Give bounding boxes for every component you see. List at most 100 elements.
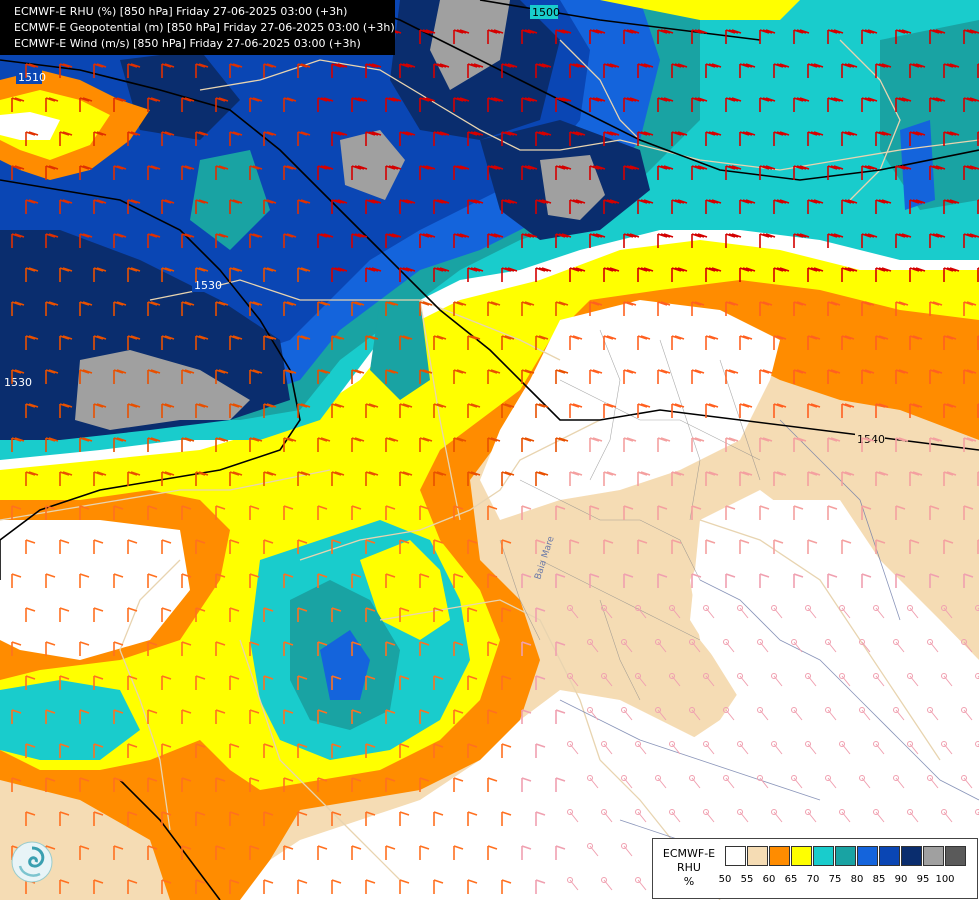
wind-barb bbox=[365, 63, 382, 78]
wind-barb bbox=[487, 641, 498, 656]
wind-barb bbox=[793, 505, 804, 520]
wind-barb bbox=[587, 639, 599, 653]
wind-barb bbox=[79, 641, 90, 656]
wind-barb bbox=[467, 131, 484, 146]
wind-barb bbox=[59, 199, 73, 214]
legend-title-model: ECMWF-E bbox=[662, 847, 716, 860]
wind-barb bbox=[895, 233, 912, 248]
wind-barb bbox=[739, 131, 756, 146]
wind-barb bbox=[793, 369, 807, 384]
wind-barb bbox=[331, 879, 342, 894]
wind-barb bbox=[93, 267, 107, 282]
wind-barb bbox=[399, 403, 413, 418]
wind-barb bbox=[351, 233, 368, 248]
wind-barb bbox=[907, 741, 919, 755]
wind-barb bbox=[249, 505, 260, 520]
wind-barb bbox=[909, 199, 926, 214]
wind-barb bbox=[487, 845, 498, 860]
wind-barb bbox=[759, 369, 773, 384]
wind-barb bbox=[723, 775, 735, 789]
wind-barb bbox=[691, 437, 705, 452]
wind-barb bbox=[841, 403, 855, 418]
wind-barb bbox=[875, 539, 886, 554]
wind-barb bbox=[737, 809, 749, 823]
wind-barb bbox=[399, 675, 410, 690]
wind-barb bbox=[521, 641, 532, 656]
country-borders bbox=[0, 39, 979, 900]
wind-barb bbox=[637, 403, 651, 418]
wind-barb bbox=[25, 539, 36, 554]
wind-barb bbox=[793, 233, 810, 248]
wind-barb bbox=[759, 573, 770, 588]
wind-barb bbox=[385, 97, 402, 112]
wind-barb bbox=[93, 131, 107, 146]
wind-barb bbox=[861, 573, 872, 588]
wind-barb bbox=[433, 607, 444, 622]
wind-barb bbox=[875, 403, 889, 418]
wind-barb bbox=[331, 675, 342, 690]
wind-barb bbox=[535, 607, 546, 622]
wind-barb bbox=[501, 63, 518, 78]
wind-barb bbox=[263, 675, 274, 690]
wind-barb bbox=[657, 301, 671, 316]
wind-barb bbox=[521, 505, 532, 520]
wind-barb bbox=[637, 131, 654, 146]
wind-barb bbox=[977, 335, 979, 350]
wind-barb bbox=[963, 301, 977, 316]
wind-barb bbox=[637, 267, 654, 282]
wind-barb bbox=[977, 539, 979, 554]
wind-barb bbox=[25, 403, 39, 418]
wind-barb bbox=[601, 605, 613, 619]
wind-barb bbox=[45, 709, 56, 724]
wind-barb bbox=[909, 471, 923, 486]
wind-barb bbox=[841, 199, 858, 214]
wind-barb bbox=[11, 437, 25, 452]
wind-barb bbox=[825, 707, 837, 721]
wind-barb bbox=[453, 573, 464, 588]
wind-barb bbox=[263, 131, 277, 146]
wind-barb bbox=[943, 335, 957, 350]
wind-barb bbox=[535, 267, 552, 282]
wind-barb bbox=[737, 741, 749, 755]
wind-barb bbox=[793, 437, 807, 452]
wind-barb bbox=[181, 505, 192, 520]
legend-ticks: 50 55 60 65 70 75 80 85 90 95 100 bbox=[719, 874, 977, 888]
wind-barb bbox=[263, 335, 277, 350]
wind-barb bbox=[365, 879, 376, 894]
wind-barb bbox=[331, 539, 342, 554]
wind-barb bbox=[893, 639, 905, 653]
wind-barb bbox=[555, 369, 569, 384]
wind-barb bbox=[229, 267, 243, 282]
wind-barb bbox=[317, 709, 328, 724]
wind-barb bbox=[433, 471, 447, 486]
wind-barb bbox=[79, 97, 93, 112]
map-header: ECMWF-E RHU (%) [850 hPa] Friday 27-06-2… bbox=[0, 0, 395, 55]
wind-barb bbox=[841, 471, 855, 486]
wind-barb bbox=[127, 335, 141, 350]
wind-barb bbox=[941, 741, 953, 755]
wind-barb bbox=[569, 131, 586, 146]
wind-barb bbox=[249, 845, 260, 860]
wind-barb bbox=[807, 335, 821, 350]
wind-barb bbox=[331, 471, 345, 486]
wind-barb bbox=[365, 403, 379, 418]
wind-barb bbox=[79, 369, 93, 384]
wind-barb bbox=[79, 165, 93, 180]
wind-barb bbox=[93, 403, 107, 418]
wind-barb bbox=[419, 97, 436, 112]
wind-barb bbox=[637, 63, 654, 78]
wind-barb bbox=[229, 743, 240, 758]
wind-barb bbox=[521, 233, 538, 248]
wind-barb bbox=[963, 233, 979, 248]
legend-title-unit: % bbox=[683, 875, 695, 888]
wind-barb bbox=[963, 369, 977, 384]
wind-barb bbox=[807, 63, 824, 78]
wind-barb bbox=[215, 301, 229, 316]
wind-barb bbox=[521, 369, 535, 384]
wind-barb bbox=[929, 165, 946, 180]
wind-barb bbox=[297, 335, 311, 350]
wind-barb bbox=[657, 505, 668, 520]
wind-barb bbox=[161, 471, 175, 486]
wind-barb bbox=[433, 63, 450, 78]
wind-barb bbox=[263, 879, 274, 894]
